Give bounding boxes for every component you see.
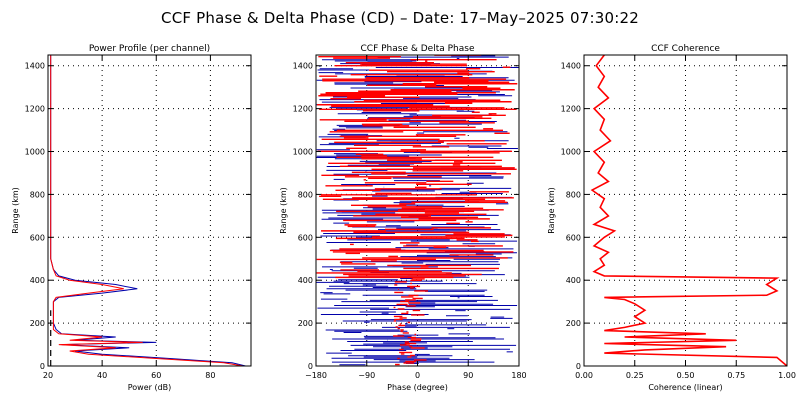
y-tick-label: 600 (298, 233, 313, 242)
x-tick-label: 0.00 (575, 371, 593, 380)
panel-title: CCF Coherence (651, 44, 720, 54)
x-tick-label: 20 (43, 371, 53, 380)
y-tick-label: 1000 (293, 148, 313, 157)
x-tick-label: 1.00 (778, 371, 796, 380)
figure-title: CCF Phase & Delta Phase (CD) – Date: 17–… (161, 9, 639, 27)
x-tick-label: 0.50 (677, 371, 695, 380)
y-tick-label: 1400 (561, 62, 581, 71)
series-line-2 (50, 55, 243, 367)
y-tick-label: 600 (566, 233, 581, 242)
series-line-1 (50, 55, 246, 367)
panel-title: CCF Phase & Delta Phase (361, 44, 475, 54)
x-tick-label: −90 (358, 371, 375, 380)
x-tick-label: 90 (463, 371, 473, 380)
y-tick-label: 1000 (25, 148, 45, 157)
x-tick-label: −180 (305, 371, 327, 380)
y-tick-label: 400 (30, 276, 45, 285)
y-tick-label: 400 (298, 276, 313, 285)
y-tick-label: 200 (298, 319, 313, 328)
y-tick-label: 0 (308, 362, 313, 371)
y-tick-label: 1200 (561, 105, 581, 114)
y-tick-label: 0 (40, 362, 45, 371)
plot-frame (47, 54, 252, 367)
panel-2: CCF Phase & Delta Phase −180 −90 0 90 180 0 200… (279, 44, 527, 392)
x-axis-label: Power (dB) (128, 383, 172, 392)
x-tick-label: 60 (151, 371, 161, 380)
y-tick-label: 1200 (293, 105, 313, 114)
y-tick-label: 800 (298, 190, 313, 199)
y-tick-label: 200 (566, 319, 581, 328)
panel-3: CCF Coherence 0.00 0.25 0.50 0.75 1.00 0 200 400… (547, 44, 796, 392)
x-tick-label: 80 (205, 371, 215, 380)
x-tick-label: 40 (97, 371, 107, 380)
y-axis-label: Range (km) (11, 187, 20, 234)
panel-title: Power Profile (per channel) (89, 44, 210, 54)
y-tick-label: 800 (566, 190, 581, 199)
phase-series-red (316, 54, 518, 367)
y-tick-label: 1400 (293, 62, 313, 71)
x-tick-label: 0.75 (727, 371, 745, 380)
x-axis-label: Coherence (linear) (648, 383, 722, 392)
x-tick-label: 0.25 (626, 371, 644, 380)
x-tick-label: 0 (415, 371, 420, 380)
y-tick-label: 1400 (25, 62, 45, 71)
panel-1: Power Profile (per channel)20 40 60 8002004… (11, 44, 252, 392)
y-tick-label: 1200 (25, 105, 45, 114)
y-tick-label: 600 (30, 233, 45, 242)
y-tick-label: 400 (566, 276, 581, 285)
y-tick-label: 1000 (561, 148, 581, 157)
y-tick-label: 0 (576, 362, 581, 371)
x-axis-label: Phase (degree) (387, 383, 448, 392)
y-axis-label: Range (km) (547, 187, 556, 234)
y-axis-label: Range (km) (279, 187, 288, 234)
x-tick-label: 180 (511, 371, 526, 380)
series-line-1 (590, 54, 788, 367)
y-tick-label: 200 (30, 319, 45, 328)
y-tick-label: 800 (30, 190, 45, 199)
